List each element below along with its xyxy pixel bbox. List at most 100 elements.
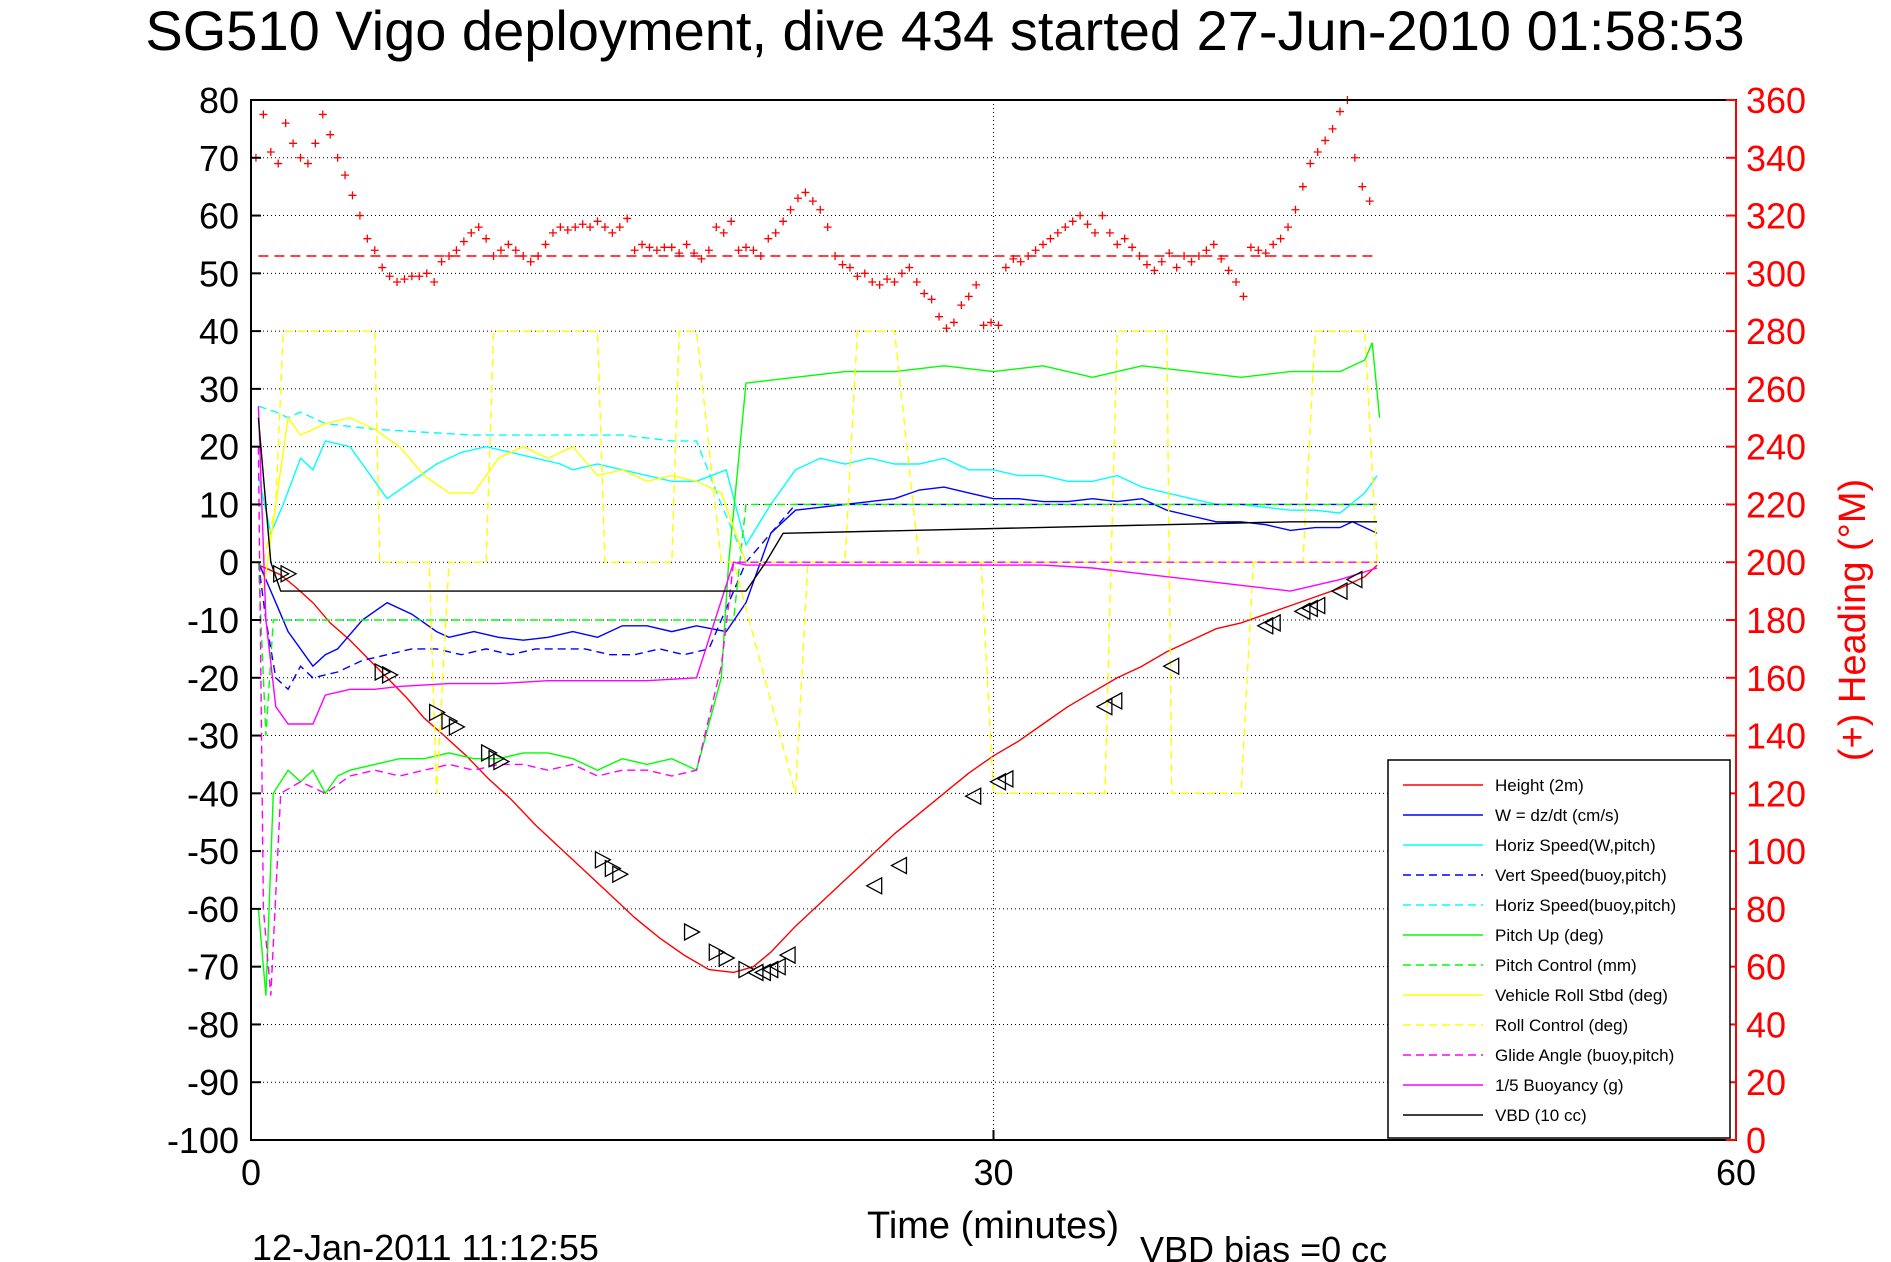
tick-label-x: 60	[1716, 1152, 1756, 1193]
heading-point	[341, 171, 350, 180]
heading-point	[1217, 254, 1226, 263]
triangle-marker	[1256, 616, 1274, 635]
axes: 80706050403020100-10-20-30-40-50-60-70-8…	[167, 80, 1806, 1193]
heading-point	[667, 243, 676, 252]
heading-point	[303, 159, 312, 168]
heading-point	[1120, 234, 1129, 243]
heading-point	[1246, 243, 1255, 252]
heading-point	[482, 234, 491, 243]
heading-point	[1001, 263, 1010, 272]
heading-point	[630, 246, 639, 255]
heading-point	[311, 139, 320, 148]
tick-label-right: 240	[1746, 427, 1806, 468]
heading-point	[1209, 240, 1218, 249]
heading-point	[430, 278, 439, 286]
tick-label-right: 0	[1746, 1120, 1766, 1161]
heading-point	[422, 269, 431, 278]
heading-point	[1232, 278, 1241, 286]
heading-point	[1254, 246, 1263, 255]
tick-label-left: -60	[187, 889, 239, 930]
tick-label-left: 70	[199, 138, 239, 179]
heading-point	[563, 226, 572, 234]
heading-point	[534, 252, 543, 260]
heading-point	[831, 252, 840, 260]
heading-point	[883, 275, 892, 284]
heading-point	[1306, 159, 1315, 168]
triangle-marker	[1308, 596, 1326, 615]
series-line-0	[258, 564, 1378, 974]
heading-point	[1039, 240, 1047, 249]
heading-point	[912, 278, 921, 286]
tick-label-left: -20	[187, 658, 239, 699]
tick-label-right: 320	[1746, 196, 1806, 237]
tick-label-left: 0	[219, 542, 239, 583]
heading-point	[1068, 217, 1077, 226]
series-line-3	[257, 503, 1378, 691]
heading-point	[259, 110, 268, 119]
heading-point	[1313, 148, 1322, 156]
heading-point	[1328, 124, 1337, 133]
heading-point	[1291, 205, 1300, 214]
triangle-marker	[280, 564, 298, 583]
series-line-10	[257, 406, 1378, 725]
triangle-marker	[683, 922, 701, 942]
heading-point	[326, 130, 335, 139]
triangle-marker	[761, 960, 779, 979]
heading-point	[920, 289, 929, 298]
heading-point	[1076, 211, 1085, 220]
heading-point	[1016, 257, 1025, 266]
legend-label-7: Vehicle Roll Stbd (deg)	[1495, 986, 1668, 1005]
heading-point	[600, 223, 609, 232]
heading-point	[1053, 228, 1062, 237]
heading-point	[385, 272, 394, 281]
tick-label-right: 40	[1746, 1004, 1786, 1045]
heading-point	[1298, 182, 1307, 191]
heading-point	[586, 223, 595, 232]
legend: Height (2m) W = dz/dt (cm/s) Horiz Speed(W…	[1387, 759, 1731, 1139]
legend-label-9: Glide Angle (buoy,pitch)	[1495, 1046, 1674, 1065]
tick-label-left: -80	[187, 1004, 239, 1045]
heading-point	[1224, 266, 1233, 275]
heading-point	[1165, 249, 1174, 258]
heading-point	[370, 246, 379, 255]
heading-point	[1269, 240, 1278, 249]
chart-title: SG510 Vigo deployment, dive 434 started …	[145, 0, 1744, 62]
tick-label-right: 200	[1746, 542, 1806, 583]
tick-label-right: 20	[1746, 1062, 1786, 1103]
heading-point	[1024, 252, 1033, 260]
heading-point	[764, 234, 773, 243]
legend-label-2: Horiz Speed(W,pitch)	[1495, 836, 1656, 855]
heading-point	[333, 153, 342, 162]
heading-point	[890, 278, 899, 286]
heading-point	[801, 188, 810, 197]
heading-point	[393, 278, 402, 286]
triangle-marker	[778, 946, 796, 965]
heading-point	[1276, 234, 1285, 243]
heading-point	[571, 223, 580, 232]
series-line-9	[257, 446, 1378, 996]
triangle-marker	[1293, 602, 1311, 621]
triangle-marker	[964, 787, 982, 806]
heading-point	[378, 263, 387, 272]
heading-point	[682, 240, 691, 249]
triangle-marker	[1105, 691, 1123, 710]
heading-point	[972, 280, 981, 289]
tick-label-left: -90	[187, 1062, 239, 1103]
heading-point	[816, 205, 825, 214]
heading-point	[942, 324, 951, 333]
heading-point	[467, 228, 476, 237]
legend-box	[1387, 759, 1731, 1139]
series-line-11	[257, 417, 1378, 592]
heading-point	[779, 217, 788, 226]
heading-point	[771, 228, 780, 237]
heading-point	[608, 228, 617, 237]
legend-label-5: Pitch Up (deg)	[1495, 926, 1604, 945]
heading-point	[266, 148, 275, 156]
heading-point	[1187, 257, 1196, 266]
series-line-6	[257, 503, 1378, 736]
triangle-marker	[768, 957, 786, 976]
heading-point	[756, 252, 765, 260]
triangle-marker	[1345, 570, 1363, 589]
tick-label-left: 80	[199, 80, 239, 121]
heading-point	[808, 197, 817, 206]
